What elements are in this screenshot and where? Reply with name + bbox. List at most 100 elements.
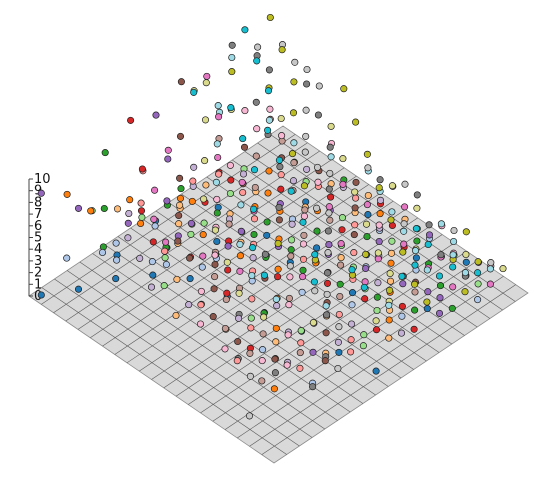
data-point [254, 43, 262, 51]
data-point [313, 227, 321, 235]
data-point [424, 288, 432, 296]
data-point [185, 301, 193, 309]
data-point [259, 346, 267, 354]
data-point [113, 205, 122, 213]
data-point [352, 118, 360, 126]
data-point [387, 216, 395, 224]
data-point [290, 78, 298, 86]
data-point [187, 219, 195, 227]
data-point [364, 164, 372, 172]
data-point [274, 239, 282, 248]
data-point [261, 250, 269, 258]
data-point [335, 348, 343, 356]
data-point [275, 216, 283, 224]
data-point [435, 309, 444, 317]
data-point [177, 185, 185, 193]
data-point [348, 301, 356, 309]
data-point [274, 273, 282, 281]
data-point [234, 337, 242, 346]
data-point [258, 377, 266, 385]
data-point [499, 265, 507, 273]
data-point [162, 260, 170, 269]
data-point [337, 261, 345, 269]
data-point [186, 254, 194, 262]
data-point [285, 294, 293, 302]
data-point [296, 349, 304, 357]
data-point [352, 178, 360, 186]
data-point [126, 196, 134, 204]
data-point [236, 252, 244, 260]
data-point [388, 237, 396, 245]
data-point [246, 349, 254, 357]
data-point [486, 280, 494, 288]
data-point [226, 189, 234, 198]
data-point [215, 170, 223, 178]
data-point [373, 306, 381, 315]
data-point [151, 186, 159, 194]
data-point [436, 282, 445, 290]
data-point [423, 298, 431, 306]
data-point [399, 280, 407, 288]
data-point [339, 155, 347, 163]
data-point [461, 269, 469, 277]
data-point [248, 271, 256, 280]
data-point [303, 165, 311, 173]
data-point [228, 53, 236, 62]
data-point [360, 283, 368, 291]
z-tick-label: 5 [34, 231, 42, 246]
data-point [209, 313, 217, 321]
data-point [462, 250, 470, 259]
data-point [201, 157, 209, 165]
data-point [302, 106, 310, 114]
data-point [203, 72, 211, 80]
data-point [336, 292, 344, 301]
data-point [152, 111, 160, 119]
data-point [250, 230, 258, 239]
data-point [213, 195, 221, 203]
data-point [266, 105, 274, 113]
data-point [112, 239, 120, 247]
data-point [347, 336, 355, 344]
data-point [221, 345, 229, 353]
data-point [270, 385, 278, 393]
data-point [241, 107, 249, 115]
data-point [376, 176, 384, 184]
data-point [63, 254, 71, 262]
data-point [487, 259, 495, 267]
data-point [387, 249, 396, 257]
data-point [325, 209, 333, 217]
data-point [252, 98, 260, 106]
data-point [228, 41, 236, 49]
data-point [247, 314, 255, 322]
z-tick-label: 6 [34, 219, 42, 234]
data-point [337, 254, 345, 262]
data-point [411, 288, 419, 296]
data-point [375, 184, 383, 192]
data-point [462, 258, 470, 266]
data-point [200, 219, 208, 227]
data-point [325, 241, 333, 249]
data-point [210, 285, 218, 293]
data-point [400, 240, 408, 248]
data-point [300, 231, 308, 239]
data-point [224, 242, 232, 250]
data-point [363, 201, 371, 209]
data-point [461, 288, 469, 296]
data-point [313, 244, 321, 252]
data-point [189, 177, 197, 185]
data-point [474, 269, 482, 277]
data-point [213, 237, 221, 246]
data-point [124, 219, 132, 227]
data-point [223, 289, 231, 297]
data-point [374, 279, 382, 287]
data-point [164, 155, 172, 163]
data-point [214, 153, 222, 162]
data-point [411, 247, 420, 255]
data-point [310, 278, 318, 286]
data-point [372, 326, 381, 334]
data-point [63, 190, 71, 198]
data-point [338, 226, 346, 234]
data-point [74, 285, 83, 293]
z-tick-label: 4 [34, 242, 42, 257]
data-point [350, 249, 358, 257]
